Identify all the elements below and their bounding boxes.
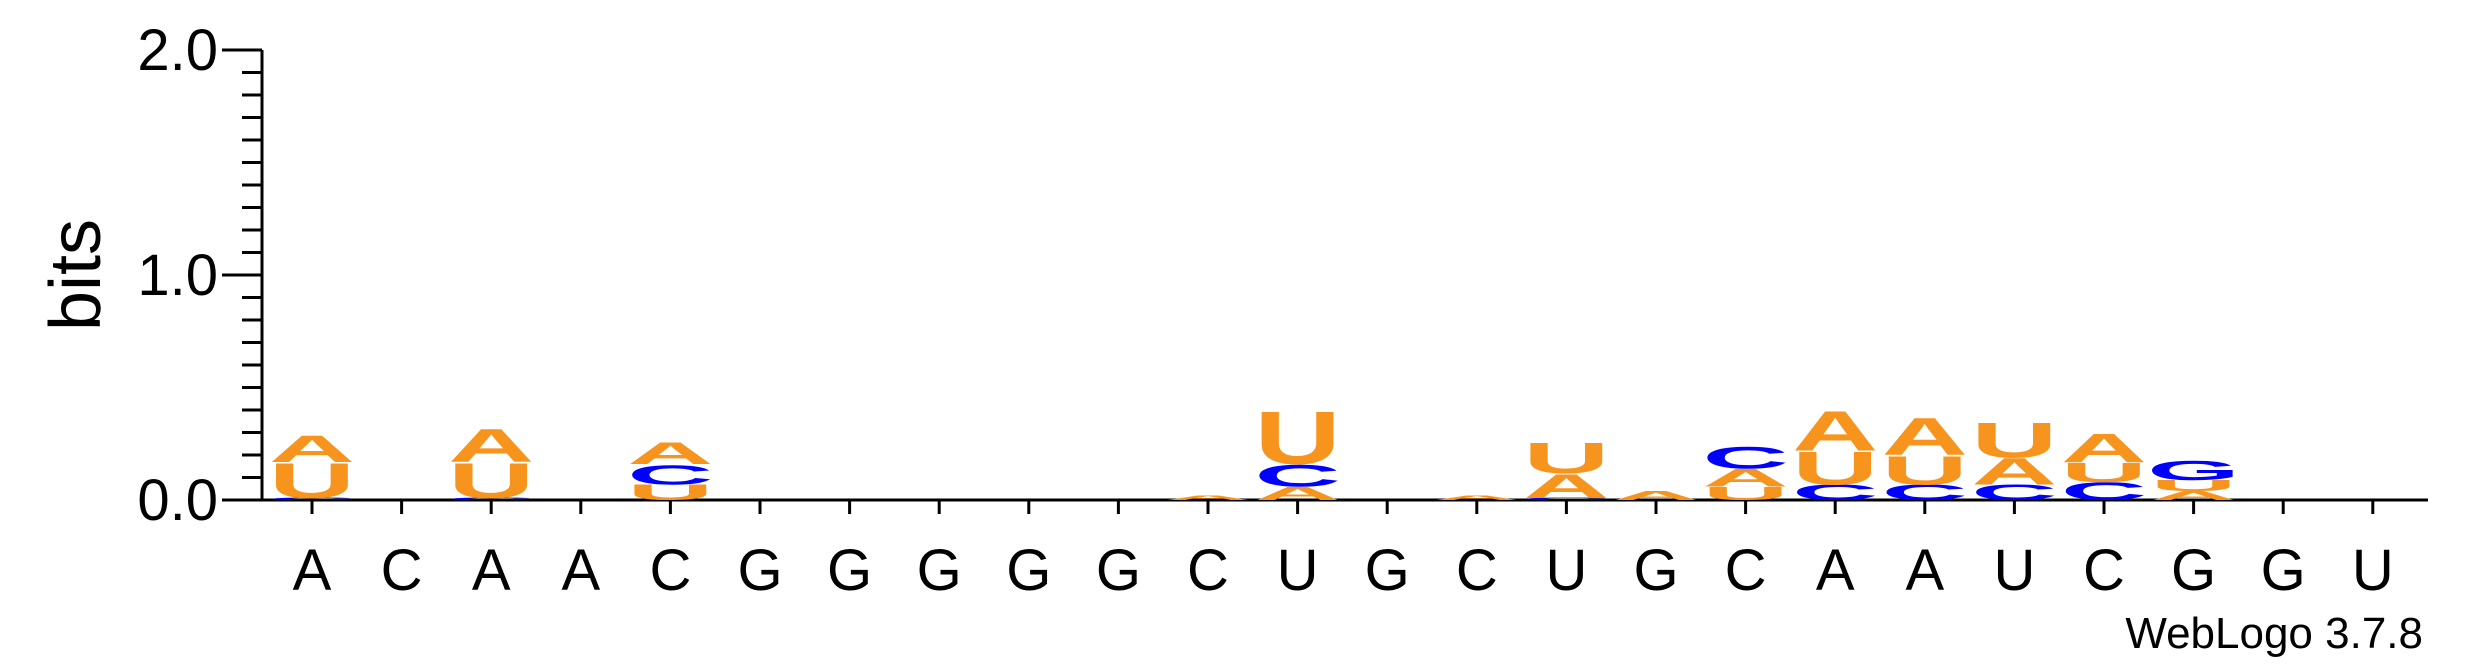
sequence-label: C bbox=[1187, 538, 1229, 603]
sequence-label: G bbox=[1006, 538, 1051, 603]
sequence-label: G bbox=[1096, 538, 1141, 603]
weblogo-credit: WebLogo 3.7.8 bbox=[2125, 609, 2423, 658]
sequence-label: G bbox=[1365, 538, 1410, 603]
logo-letter-U: U bbox=[1523, 434, 1609, 483]
logo-letter-U: U bbox=[1254, 397, 1340, 480]
sequence-label: U bbox=[1993, 538, 2035, 603]
logo-letter-A: A bbox=[269, 428, 355, 470]
logo-letter-C: C bbox=[269, 497, 355, 500]
logo-letter-A: A bbox=[1613, 489, 1699, 503]
logo-letter-C: C bbox=[1702, 440, 1788, 475]
y-tick-label: 2.0 bbox=[137, 18, 218, 83]
sequence-label: G bbox=[737, 538, 782, 603]
logo-letter-A: A bbox=[2061, 425, 2147, 471]
sequence-label: C bbox=[2083, 538, 2125, 603]
sequence-label: A bbox=[472, 538, 511, 603]
logo-letter-A: A bbox=[1165, 494, 1251, 501]
logo-letter-C: C bbox=[627, 459, 713, 490]
sequence-label: G bbox=[827, 538, 872, 603]
logo-letter-U: U bbox=[2061, 457, 2147, 488]
logo-letter-U: U bbox=[1702, 483, 1788, 504]
logo-letter-U: U bbox=[1792, 442, 1878, 494]
logo-letter-G: G bbox=[2147, 454, 2240, 485]
sequence-label: C bbox=[649, 538, 691, 603]
logo-letter-A: A bbox=[1702, 464, 1788, 492]
logo-letter-A: A bbox=[2150, 489, 2236, 503]
y-axis-label: bits bbox=[36, 219, 116, 331]
logo-letter-C: C bbox=[1254, 458, 1340, 493]
sequence-label: C bbox=[1456, 538, 1498, 603]
sequence-label: A bbox=[293, 538, 332, 603]
logo-letter-A: A bbox=[1882, 407, 1968, 467]
logo-letter-A: A bbox=[448, 420, 534, 472]
sequence-label: A bbox=[1816, 538, 1855, 603]
logo-letter-A: A bbox=[1434, 494, 1520, 501]
sequence-label: G bbox=[1633, 538, 1678, 603]
y-tick-label: 1.0 bbox=[137, 243, 218, 308]
logo-letter-A: A bbox=[627, 436, 713, 471]
logo-letter-A: A bbox=[1523, 466, 1609, 505]
sequence-label: U bbox=[1545, 538, 1587, 603]
logo-letter-C: C bbox=[1523, 497, 1609, 500]
logo-letter-U: U bbox=[2150, 477, 2236, 494]
logo-letter-U: U bbox=[269, 453, 355, 509]
sequence-label: G bbox=[2261, 538, 2306, 603]
logo-letter-U: U bbox=[448, 453, 534, 509]
logo-letter-A: A bbox=[1792, 399, 1878, 462]
sequence-label: G bbox=[917, 538, 962, 603]
y-axis-ticks bbox=[222, 48, 262, 502]
logo-letter-C: C bbox=[448, 497, 534, 500]
y-axis-tick-labels: 0.0 1.0 2.0 bbox=[137, 18, 218, 533]
x-axis-ticks bbox=[310, 500, 2375, 514]
sequence-label: G bbox=[2171, 538, 2216, 603]
sequence-label: C bbox=[1725, 538, 1767, 603]
sequence-label: A bbox=[1905, 538, 1944, 603]
sequence-label: A bbox=[561, 538, 600, 603]
y-tick-label: 0.0 bbox=[137, 468, 218, 533]
logo-letter-A: A bbox=[1971, 450, 2057, 492]
logo-letter-U: U bbox=[1971, 412, 2057, 468]
logo-letter-A: A bbox=[1254, 483, 1340, 504]
logo-letter-U: U bbox=[1882, 447, 1968, 493]
sequence-label: U bbox=[1277, 538, 1319, 603]
sequence-label: C bbox=[381, 538, 423, 603]
sequence-label: U bbox=[2352, 538, 2394, 603]
